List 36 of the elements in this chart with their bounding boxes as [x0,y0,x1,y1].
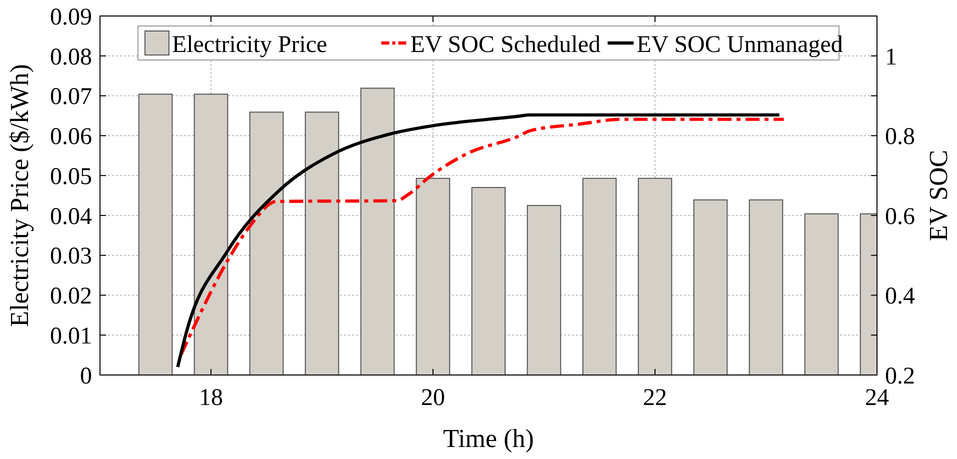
y2-tick-label: 0.8 [885,124,915,150]
y-axis-title: Electricity Price ($/kWh) [5,64,34,327]
bar [360,88,395,375]
y-tick-label: 0.07 [50,84,92,110]
x-tick-label: 22 [643,385,667,411]
bar [416,178,450,375]
x-axis-title: Time (h) [443,424,534,453]
y2-tick-label: 0.4 [885,284,915,310]
y-tick-label: 0.01 [50,324,92,350]
bar [638,178,672,375]
bar [471,187,506,375]
y-tick-label: 0.02 [50,284,92,310]
y-tick-label: 0 [80,363,92,390]
y2-tick-label: 0.6 [885,204,915,230]
bar [526,204,562,375]
legend-label: EV SOC Unmanaged [636,32,843,58]
bar [804,213,839,375]
bar [138,94,173,375]
y-tick-label: 0.05 [50,164,92,190]
y-tick-label: 0.06 [50,124,92,150]
bar [194,94,228,375]
y-tick-label: 0.03 [50,244,92,270]
bar [693,199,728,375]
x-tick-label: 20 [421,385,445,411]
bar [304,112,340,375]
bar [748,199,784,375]
y-tick-label: 0.08 [50,44,92,70]
y-tick-label: 0.09 [50,4,92,30]
x-tick-label: 18 [199,385,223,411]
y2-axis-title: EV SOC [924,150,953,242]
bar [249,112,284,375]
bar [582,178,617,375]
y-tick-label: 0.04 [50,204,92,230]
legend-label: EV SOC Scheduled [410,32,600,58]
legend-label: Electricity Price [172,32,328,58]
y2-tick-label: 1 [885,44,897,70]
